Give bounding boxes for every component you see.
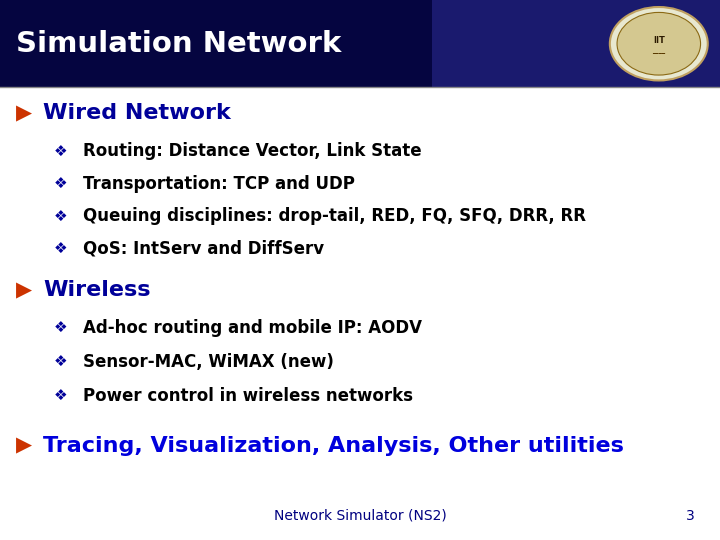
Text: ❖: ❖ [54, 320, 68, 335]
Text: ▶: ▶ [16, 435, 32, 456]
Text: ▶: ▶ [16, 103, 32, 124]
Text: QoS: IntServ and DiffServ: QoS: IntServ and DiffServ [83, 239, 324, 258]
Text: IIT: IIT [653, 36, 665, 45]
Text: 3: 3 [686, 509, 695, 523]
Text: ❖: ❖ [54, 144, 68, 159]
Text: Queuing disciplines: drop-tail, RED, FQ, SFQ, DRR, RR: Queuing disciplines: drop-tail, RED, FQ,… [83, 207, 586, 225]
Text: Network Simulator (NS2): Network Simulator (NS2) [274, 509, 446, 523]
Text: Ad-hoc routing and mobile IP: AODV: Ad-hoc routing and mobile IP: AODV [83, 319, 422, 337]
Text: ❖: ❖ [54, 354, 68, 369]
Bar [0, 0, 720, 87]
Text: Transportation: TCP and UDP: Transportation: TCP and UDP [83, 174, 355, 193]
Text: Tracing, Visualization, Analysis, Other utilities: Tracing, Visualization, Analysis, Other … [43, 435, 624, 456]
Circle shape [610, 7, 708, 80]
Bar [0, 0, 432, 87]
Text: Wired Network: Wired Network [43, 103, 231, 124]
Text: Routing: Distance Vector, Link State: Routing: Distance Vector, Link State [83, 142, 421, 160]
Text: ▶: ▶ [16, 280, 32, 300]
Text: ❖: ❖ [54, 176, 68, 191]
Circle shape [617, 12, 701, 75]
Text: ❖: ❖ [54, 388, 68, 403]
Text: Wireless: Wireless [43, 280, 150, 300]
Text: Simulation Network: Simulation Network [16, 30, 341, 58]
Text: Sensor-MAC, WiMAX (new): Sensor-MAC, WiMAX (new) [83, 353, 333, 371]
Text: ❖: ❖ [54, 208, 68, 224]
Text: ━━━━: ━━━━ [652, 52, 665, 57]
Text: ❖: ❖ [54, 241, 68, 256]
Text: Power control in wireless networks: Power control in wireless networks [83, 387, 413, 405]
